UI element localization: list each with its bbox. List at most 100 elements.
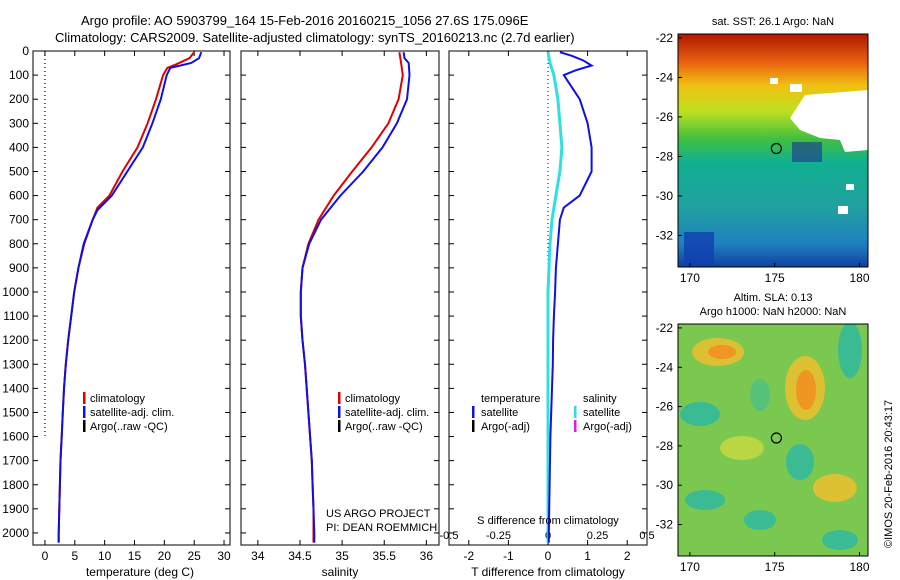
depth-tick-label: 1100 (3, 309, 29, 323)
s-difference-ticks: -0.5-0.2500.250.5 (440, 530, 655, 542)
depth-tick-label: 1800 (2, 478, 29, 492)
depth-tick-label: 600 (9, 189, 29, 203)
sst-latitude-ticks: -22 -24 -26 -28 -30 -32 (656, 31, 682, 242)
figure-title-line2: Climatology: CARS2009. Satellite-adjuste… (55, 30, 575, 45)
legend-label-argo: Argo(..raw -QC) (345, 421, 423, 433)
salinity-climatology-line (299, 52, 404, 543)
depth-axis-ticks: 0 100 200 300 400 500 600 700 800 900 1000 1100 1200… (2, 44, 230, 540)
depth-tick-label: 400 (9, 140, 29, 154)
salinity-axis-ticks: 34 34.5 35 35.5 36 (251, 51, 433, 563)
lat-tick-label: -30 (656, 478, 674, 492)
sla-high-anomaly (708, 345, 736, 359)
s-tick-label: -0.5 (440, 530, 459, 542)
sla-low-anomaly (822, 530, 858, 550)
lat-tick-label: -32 (656, 228, 674, 242)
lat-tick-label: -26 (656, 400, 674, 414)
sla-low-anomaly (685, 490, 725, 510)
legend-swatch-temp-argo (472, 420, 475, 432)
lon-tick-label: 175 (765, 271, 785, 285)
legend-label-argo: Argo(..raw -QC) (90, 421, 168, 433)
sst-missing-data-area (790, 90, 868, 152)
sla-high-anomaly (796, 370, 816, 410)
difference-panel: -2 -1 0 1 2 -0.5 -0.25 0 0.25 0.5 temperature sa… (440, 50, 655, 579)
sst-map-image (678, 34, 868, 267)
s-tick-label: -0.25 (486, 530, 511, 542)
temperature-panel: 0100200300400500600700800900100011001200… (2, 44, 231, 579)
lon-tick-label: 170 (680, 271, 700, 285)
legend-swatch-argo (83, 420, 86, 432)
salinity-legend: climatology satellite-adj. clim. Argo(..… (338, 392, 429, 433)
sla-longitude-ticks: 170 175 180 (680, 552, 870, 574)
legend-swatch-satellite (83, 406, 86, 418)
legend-title-salinity: salinity (583, 393, 617, 405)
lat-tick-label: -28 (656, 439, 674, 453)
legend-label-climatology: climatology (90, 393, 146, 405)
sla-latitude-ticks: -22 -24 -26 -28 -30 -32 (656, 321, 682, 532)
depth-tick-label: 100 (9, 68, 29, 82)
project-annotation: US ARGO PROJECT (326, 508, 431, 520)
argo-location-marker (770, 432, 782, 444)
temperature-satellite-line (57, 51, 203, 543)
legend-swatch-satellite (338, 406, 341, 418)
legend-swatch-sal-argo (574, 420, 577, 432)
x-tick-label: 5 (71, 549, 78, 563)
sla-low-anomaly (744, 510, 776, 530)
lat-tick-label: -32 (656, 518, 674, 532)
legend-label-sal-satellite: satellite (583, 407, 620, 419)
t-difference-axis-label: T difference from climatology (471, 565, 625, 579)
x-tick-label: 2 (624, 549, 631, 563)
temperature-axis-label: temperature (deg C) (86, 565, 194, 579)
depth-tick-label: 200 (9, 92, 29, 106)
salinity-axis-label: salinity (322, 565, 359, 579)
s-tick-label: 0.5 (639, 530, 654, 542)
lat-tick-label: -24 (656, 360, 674, 374)
x-tick-label: 35.5 (373, 549, 397, 563)
sst-missing-data-patch (846, 184, 854, 190)
lat-tick-label: -30 (656, 189, 674, 203)
figure-title-line1: Argo profile: AO 5903799_164 15-Feb-2016… (81, 13, 529, 28)
depth-tick-label: 1000 (2, 285, 29, 299)
salinity-panel: 34 34.5 35 35.5 36 climatology satellite-adj… (240, 50, 440, 579)
salinity-difference-line (546, 51, 564, 543)
temperature-legend: climatology satellite-adj. clim. Argo(..… (83, 392, 174, 433)
salinity-satellite-line (299, 52, 411, 543)
temperature-difference-line (547, 51, 595, 543)
x-tick-label: 36 (420, 549, 434, 563)
depth-tick-label: 300 (9, 116, 29, 130)
sst-field (678, 34, 868, 267)
depth-tick-label: 1700 (2, 454, 29, 468)
legend-label-climatology: climatology (345, 393, 401, 405)
x-tick-label: 0 (42, 549, 49, 563)
sst-cold-patch (684, 232, 714, 267)
x-tick-label: 1 (584, 549, 591, 563)
lon-tick-label: 180 (850, 271, 870, 285)
x-tick-label: 34.5 (288, 549, 312, 563)
argo-location-marker (770, 142, 782, 155)
legend-label-satellite: satellite-adj. clim. (90, 407, 174, 419)
legend-label-temp-satellite: satellite (481, 407, 518, 419)
sla-map-title-line1: Altim. SLA: 0.13 (734, 292, 813, 304)
depth-tick-label: 700 (9, 213, 29, 227)
x-tick-label: 20 (158, 549, 172, 563)
copyright-credit: ©IMOS 20-Feb-2016 20:43:17 (883, 400, 895, 548)
legend-title-temperature: temperature (481, 393, 540, 405)
x-tick-label: 25 (188, 549, 202, 563)
lon-tick-label: 170 (680, 560, 700, 574)
lat-tick-label: -26 (656, 110, 674, 124)
depth-tick-label: 2000 (2, 526, 29, 540)
sst-map-frame (677, 33, 869, 268)
depth-tick-label: 900 (9, 261, 29, 275)
lat-tick-label: -22 (656, 321, 674, 335)
x-tick-label: -1 (503, 549, 514, 563)
x-tick-label: 34 (251, 549, 265, 563)
depth-tick-label: 1200 (2, 333, 29, 347)
sst-missing-data-patch (838, 206, 848, 214)
sst-longitude-ticks: 170 175 180 (680, 263, 870, 285)
lat-tick-label: -28 (656, 149, 674, 163)
sla-map-frame (677, 323, 869, 557)
sla-low-anomaly (680, 402, 720, 426)
sla-mid-anomaly (720, 436, 764, 460)
salinity-axes-frame (240, 50, 440, 546)
difference-legend: temperature satellite Argo(-adj) salinit… (472, 393, 632, 433)
depth-tick-label: 1500 (2, 405, 29, 419)
